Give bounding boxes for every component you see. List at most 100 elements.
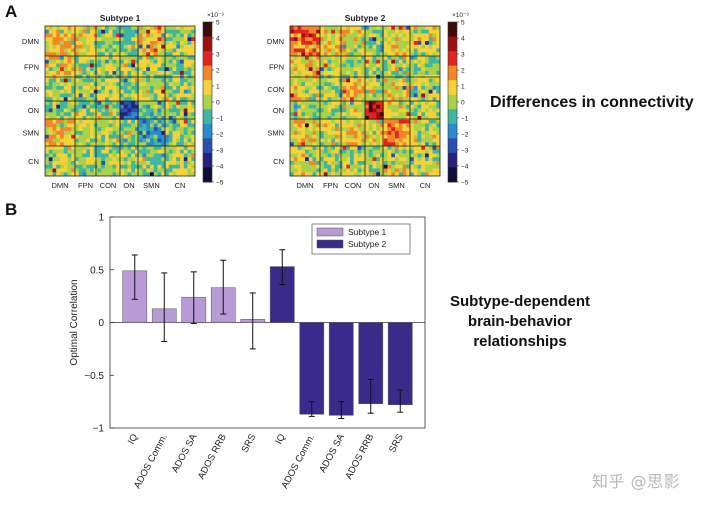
- heatmap-cell: [342, 41, 347, 46]
- heatmap-cell: [183, 33, 188, 38]
- heatmap-cell: [428, 52, 433, 57]
- heatmap-cell: [86, 41, 91, 46]
- heatmap-cell: [301, 86, 306, 91]
- heatmap-cell: [131, 127, 136, 132]
- heatmap-cell: [131, 44, 136, 49]
- heatmap-cell: [135, 157, 140, 162]
- heatmap-cell: [406, 78, 411, 83]
- heatmap-cell: [63, 86, 68, 91]
- heatmap-cell: [320, 149, 325, 154]
- heatmap-cell: [383, 146, 388, 151]
- heatmap-cell: [86, 149, 91, 154]
- heatmap-cell: [168, 37, 173, 42]
- heatmap-cell: [108, 41, 113, 46]
- heatmap-cell: [101, 127, 106, 132]
- heatmap-cell: [428, 168, 433, 173]
- heatmap-cell: [165, 93, 170, 98]
- heatmap-cell: [417, 101, 422, 106]
- heatmap-cell: [142, 168, 147, 173]
- heatmap-cell: [387, 33, 392, 38]
- heatmap-cell: [63, 146, 68, 151]
- heatmap-cell: [421, 138, 426, 143]
- heatmap-cell: [413, 33, 418, 38]
- heatmap-cell: [112, 52, 117, 57]
- heatmap-cell: [368, 29, 373, 34]
- heatmap-cell: [75, 78, 80, 83]
- heatmap-cell: [432, 59, 437, 64]
- heatmap-cell: [308, 59, 313, 64]
- heatmap-cell: [402, 108, 407, 113]
- heatmap-cell: [82, 119, 87, 124]
- heatmap-cell: [78, 172, 83, 177]
- heatmap-cell: [165, 157, 170, 162]
- heatmap-cell: [432, 146, 437, 151]
- colorbar-swatch: [448, 80, 457, 96]
- heatmap-cell: [135, 172, 140, 177]
- heatmap-cell: [350, 82, 355, 87]
- network-label-con: CON: [345, 181, 362, 190]
- heatmap-cell: [105, 134, 110, 139]
- heatmap-cell: [108, 153, 113, 158]
- heatmap-cell: [75, 153, 80, 158]
- heatmap-cell: [101, 142, 106, 147]
- heatmap-cell: [82, 41, 87, 46]
- heatmap-cell: [406, 29, 411, 34]
- heatmap-cell: [376, 119, 381, 124]
- heatmap-cell: [290, 56, 295, 61]
- heatmap-cell: [323, 119, 328, 124]
- heatmap-cell: [410, 153, 415, 158]
- heatmap-cell: [183, 26, 188, 31]
- heatmap-cell: [350, 89, 355, 94]
- heatmap-cell: [312, 56, 317, 61]
- heatmap-cell: [398, 71, 403, 76]
- heatmap-cell: [112, 78, 117, 83]
- heatmap-cell: [123, 41, 128, 46]
- heatmap-cell: [142, 142, 147, 147]
- heatmap-cell: [168, 149, 173, 154]
- heatmap-cell: [320, 157, 325, 162]
- heatmap-cell: [191, 101, 196, 106]
- heatmap-cell: [398, 131, 403, 136]
- heatmap-cell: [413, 44, 418, 49]
- heatmap-cell: [425, 41, 430, 46]
- caption-line-2: brain-behavior: [467, 313, 573, 330]
- heatmap-cell: [413, 86, 418, 91]
- heatmap-cell: [157, 142, 162, 147]
- heatmap-cell: [108, 78, 113, 83]
- heatmap-cell: [60, 93, 65, 98]
- heatmap-cell: [417, 44, 422, 49]
- heatmap-cell: [135, 63, 140, 68]
- heatmap-cell: [138, 168, 143, 173]
- colorbar-swatch: [448, 138, 457, 154]
- heatmap-cell: [67, 149, 72, 154]
- heatmap-cell: [172, 78, 177, 83]
- heatmap-cell: [305, 108, 310, 113]
- heatmap-cell: [90, 134, 95, 139]
- heatmap-cell: [316, 63, 321, 68]
- heatmap-cell: [52, 123, 57, 128]
- heatmap-cell: [320, 56, 325, 61]
- heatmap-cell: [161, 104, 166, 109]
- heatmap-cell: [90, 164, 95, 169]
- heatmap-cell: [138, 37, 143, 42]
- heatmap-cell: [331, 41, 336, 46]
- heatmap-cell: [101, 104, 106, 109]
- heatmap-cell: [172, 93, 177, 98]
- heatmap-cell: [187, 108, 192, 113]
- heatmap-cell: [168, 82, 173, 87]
- heatmap-cell: [116, 48, 121, 53]
- heatmap-cell: [112, 93, 117, 98]
- heatmap-cell: [78, 142, 83, 147]
- heatmap-cell: [320, 172, 325, 177]
- heatmap-cell: [78, 56, 83, 61]
- heatmap-cell: [376, 44, 381, 49]
- heatmap-cell: [165, 131, 170, 136]
- heatmap-cell: [327, 26, 332, 31]
- heatmap-cell: [131, 153, 136, 158]
- heatmap-cell: [290, 44, 295, 49]
- heatmap-cell: [428, 71, 433, 76]
- heatmap-cell: [63, 157, 68, 162]
- colorbar-tick-label: −1: [216, 116, 224, 123]
- heatmap-cell: [335, 142, 340, 147]
- heatmap-cell: [335, 59, 340, 64]
